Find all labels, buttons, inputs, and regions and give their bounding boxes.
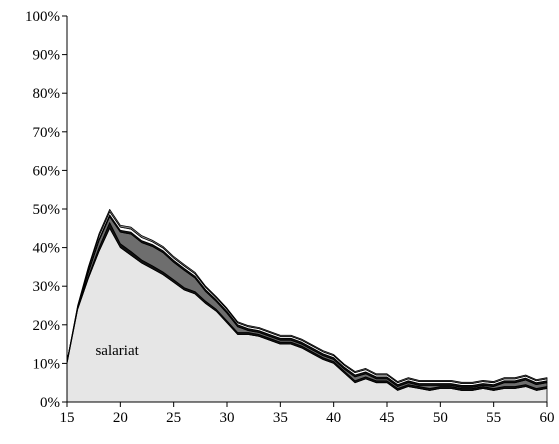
x-tick-label: 60: [540, 410, 555, 426]
x-tick-label: 20: [113, 410, 128, 426]
area-series-group: [66, 208, 548, 403]
x-axis-ticks: 15 20 25 30 35 40 45 50 55 60: [60, 402, 555, 426]
x-tick-label: 25: [166, 410, 181, 426]
y-tick-label: 80%: [33, 86, 61, 102]
y-tick-label: 90%: [33, 48, 61, 64]
x-tick-label: 45: [380, 410, 395, 426]
x-tick-label: 55: [486, 410, 501, 426]
y-tick-label: 50%: [33, 202, 61, 218]
area-series-6: [66, 208, 548, 384]
series-annotation: salariat: [95, 343, 139, 359]
annotations: salariat: [95, 343, 139, 359]
x-tick-label: 50: [433, 410, 448, 426]
x-tick-label: 30: [220, 410, 235, 426]
y-tick-label: 60%: [33, 163, 61, 179]
y-tick-label: 30%: [33, 279, 61, 295]
y-tick-label: 10%: [33, 356, 61, 372]
y-tick-label: 100%: [25, 9, 60, 25]
y-axis-ticks: 0% 10% 20% 30% 40% 50% 60% 70% 80% 90% 100%: [25, 9, 67, 411]
y-tick-label: 0%: [40, 395, 60, 411]
x-tick-label: 35: [273, 410, 288, 426]
y-tick-label: 20%: [33, 318, 61, 334]
y-tick-label: 70%: [33, 125, 61, 141]
x-tick-label: 15: [60, 410, 75, 426]
y-tick-label: 40%: [33, 241, 61, 257]
x-tick-label: 40: [326, 410, 341, 426]
